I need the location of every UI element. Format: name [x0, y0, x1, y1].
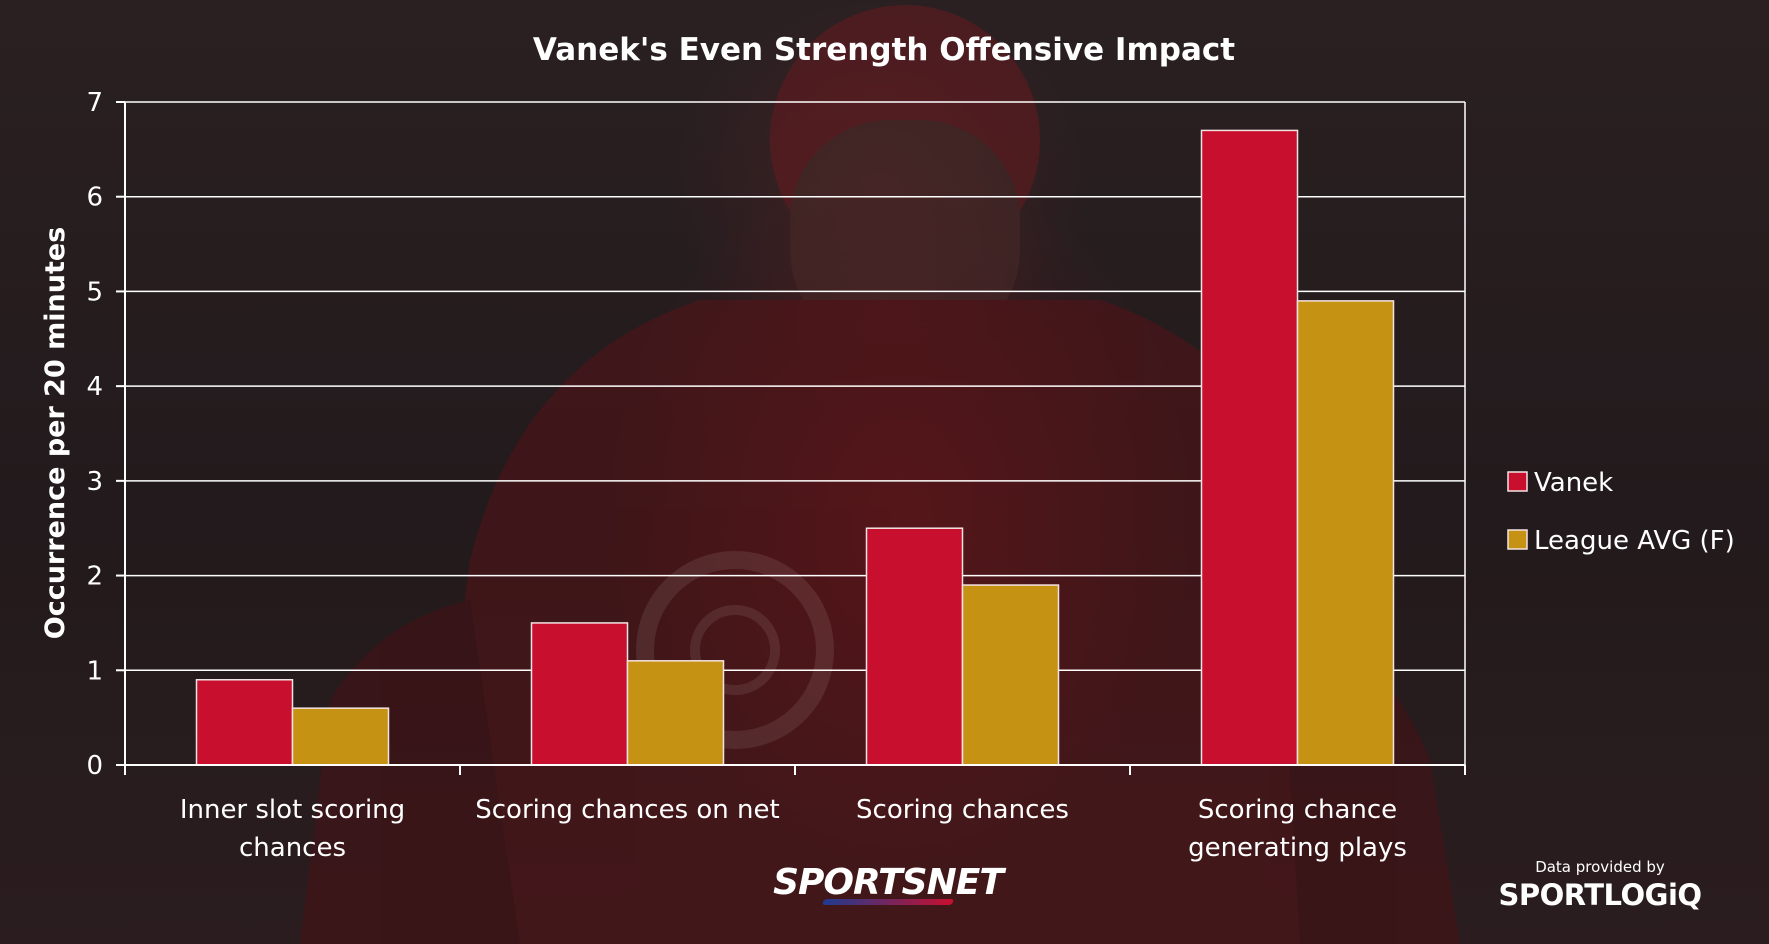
y-axis-label: Occurrence per 20 minutes: [40, 227, 71, 640]
sportsnet-logo-text: SPORTSNET: [773, 862, 1004, 903]
y-tick-label: 3: [86, 467, 103, 497]
y-tick-label: 2: [86, 562, 103, 592]
category-labels: Inner slot scoring chances Scoring chances…: [180, 795, 1407, 863]
bar-vanek: [530, 622, 629, 766]
legend-label: League AVG (F): [1534, 526, 1735, 556]
y-tick-label: 0: [86, 751, 103, 781]
sportlogiq-logo: SPORTLOGiQ: [1498, 878, 1702, 912]
y-tick-label: 1: [86, 656, 103, 686]
bar-league-avg: [1296, 300, 1395, 766]
legend-label: Vanek: [1534, 468, 1613, 498]
data-credit-line: Data provided by: [1535, 858, 1665, 876]
chart-title: Vanek's Even Strength Offensive Impact: [533, 32, 1235, 68]
bar-league-avg: [626, 660, 725, 766]
legend: Vanek League AVG (F): [1507, 468, 1735, 556]
bars: [195, 129, 1395, 766]
axes: [124, 102, 1466, 775]
bar-vanek: [195, 679, 294, 766]
y-tick-labels: 0 1 2 3 4 5 6 7: [86, 88, 103, 781]
bar-league-avg: [291, 707, 390, 766]
sportsnet-swoosh: [821, 899, 955, 905]
y-tick-label: 7: [86, 88, 103, 118]
legend-swatch: [1507, 471, 1528, 492]
category-label: Inner slot scoring chances: [180, 795, 405, 863]
legend-swatch: [1507, 529, 1528, 550]
category-label: Scoring chance generating plays: [1188, 795, 1407, 863]
category-label: Scoring chances: [856, 795, 1069, 825]
bar-vanek: [865, 527, 964, 766]
y-tick-label: 4: [86, 372, 103, 402]
bar-league-avg: [961, 584, 1060, 766]
category-label: Scoring chances on net: [475, 795, 779, 825]
y-tick-label: 6: [86, 183, 103, 213]
bar-vanek: [1200, 129, 1299, 766]
y-tick-label: 5: [86, 277, 103, 307]
sportsnet-logo: SPORTSNET: [733, 862, 1043, 905]
